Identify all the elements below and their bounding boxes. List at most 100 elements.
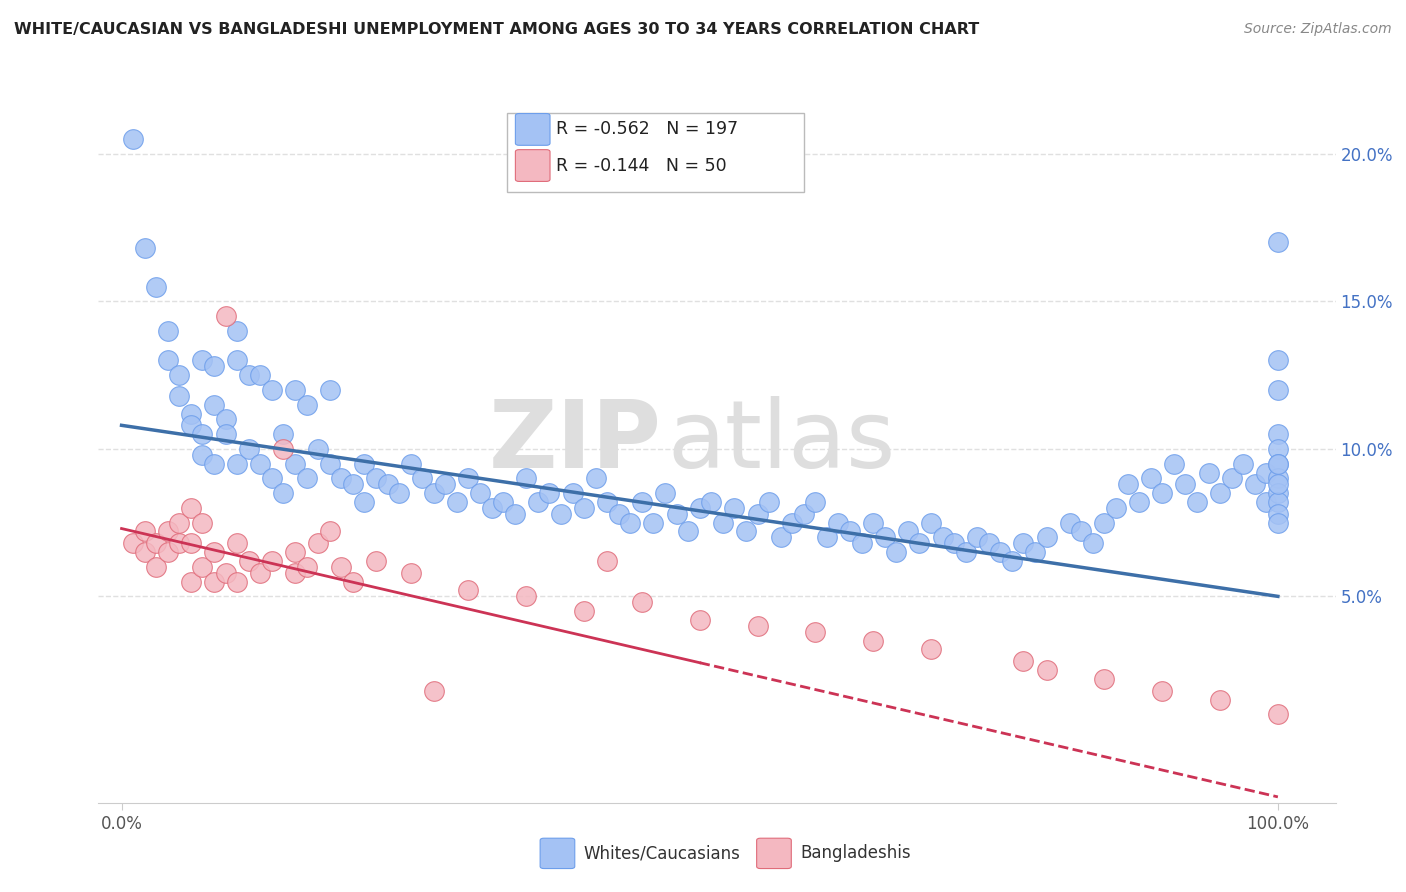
Point (1267, 383, 1289, 397)
Point (260, 554, 283, 568)
Point (249, 457, 271, 471)
Point (284, 383, 307, 397)
Point (689, 613, 711, 627)
Point (1243, 477, 1265, 491)
Point (226, 353, 249, 368)
Text: R = -0.144   N = 50: R = -0.144 N = 50 (557, 156, 727, 175)
Point (827, 516, 849, 530)
Point (619, 516, 641, 530)
Text: WHITE/CAUCASIAN VS BANGLADESHI UNEMPLOYMENT AMONG AGES 30 TO 34 YEARS CORRELATIO: WHITE/CAUCASIAN VS BANGLADESHI UNEMPLOYM… (14, 22, 980, 37)
Point (1267, 427, 1289, 442)
Point (515, 590, 537, 604)
Point (260, 383, 283, 397)
Point (747, 507, 769, 521)
FancyBboxPatch shape (756, 838, 792, 869)
Point (156, 353, 179, 368)
Point (804, 495, 827, 509)
Point (122, 132, 145, 146)
Point (364, 554, 387, 568)
Point (711, 516, 734, 530)
Point (643, 516, 665, 530)
Point (700, 495, 723, 509)
Point (214, 309, 236, 323)
Point (238, 442, 260, 456)
Point (873, 530, 896, 544)
Point (180, 500, 202, 515)
Point (897, 524, 920, 539)
Point (538, 486, 561, 500)
Point (169, 389, 191, 403)
Point (226, 457, 249, 471)
Point (1267, 477, 1289, 491)
Point (550, 507, 572, 521)
Point (1012, 654, 1035, 668)
Point (1094, 672, 1116, 686)
Point (884, 545, 907, 559)
Point (955, 545, 977, 559)
Point (1267, 471, 1289, 485)
Point (1139, 471, 1161, 485)
Point (1220, 471, 1243, 485)
Point (284, 457, 307, 471)
Point (226, 574, 249, 589)
Point (780, 516, 803, 530)
Point (920, 516, 942, 530)
Point (191, 353, 214, 368)
Point (399, 457, 422, 471)
Point (284, 545, 307, 559)
Point (1267, 457, 1289, 471)
Point (1012, 536, 1035, 550)
Point (388, 486, 411, 500)
Point (169, 536, 191, 550)
Point (1035, 663, 1057, 677)
Point (318, 457, 340, 471)
Point (1267, 495, 1289, 509)
Point (156, 324, 179, 338)
Point (920, 642, 942, 657)
Point (202, 545, 225, 559)
Point (596, 495, 619, 509)
Point (1209, 486, 1232, 500)
Point (1152, 486, 1174, 500)
Point (377, 477, 399, 491)
Point (1174, 477, 1197, 491)
Point (862, 633, 884, 648)
Point (180, 536, 202, 550)
Text: Source: ZipAtlas.com: Source: ZipAtlas.com (1244, 22, 1392, 37)
Point (295, 560, 318, 574)
Point (815, 530, 838, 544)
Point (943, 536, 966, 550)
Point (1081, 536, 1104, 550)
Point (273, 442, 295, 456)
Point (1152, 683, 1174, 698)
Point (747, 619, 769, 633)
Point (585, 471, 607, 485)
Point (758, 495, 780, 509)
Point (202, 359, 225, 374)
Point (862, 516, 884, 530)
Point (1209, 692, 1232, 706)
Point (249, 566, 271, 580)
Point (260, 471, 283, 485)
Point (1128, 495, 1150, 509)
FancyBboxPatch shape (540, 838, 575, 869)
FancyBboxPatch shape (516, 113, 550, 145)
Point (238, 368, 260, 383)
Point (342, 477, 364, 491)
Point (1185, 495, 1208, 509)
Point (689, 500, 711, 515)
Point (527, 495, 550, 509)
Text: ZIP: ZIP (488, 395, 661, 488)
Point (273, 427, 295, 442)
Point (307, 442, 329, 456)
Point (226, 324, 249, 338)
Point (1267, 486, 1289, 500)
Point (793, 507, 815, 521)
Point (1001, 554, 1024, 568)
Point (318, 524, 340, 539)
Point (1267, 442, 1289, 456)
Point (851, 536, 873, 550)
Point (769, 530, 792, 544)
Point (399, 566, 422, 580)
Point (238, 554, 260, 568)
